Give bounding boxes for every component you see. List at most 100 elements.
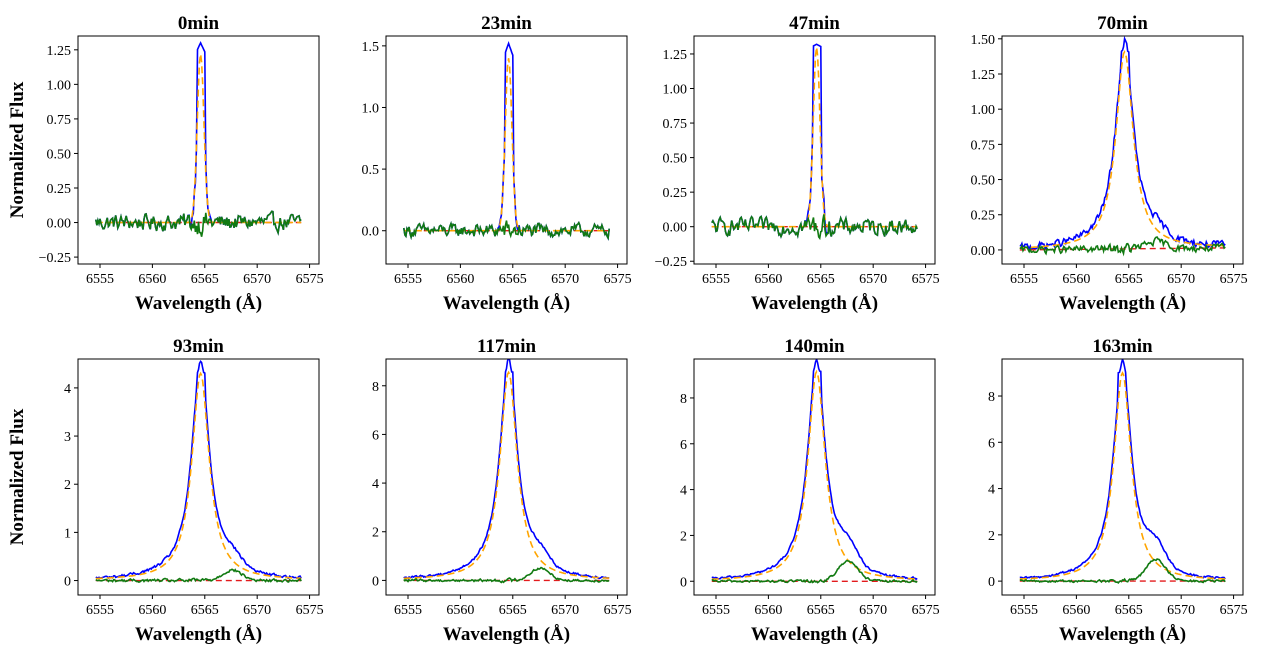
subplot-title: 117min [477, 336, 537, 357]
y-tick-label: 1 [64, 526, 71, 541]
x-tick-label: 6555 [394, 272, 422, 287]
y-tick-label: 8 [372, 380, 379, 395]
plot-area [1019, 36, 1226, 257]
model-fit-line [711, 46, 918, 228]
x-tick-label: 6570 [243, 272, 271, 287]
observed-spectrum-line [403, 359, 610, 580]
x-axis-label: Wavelength (Å) [1059, 293, 1186, 314]
x-tick-label: 6575 [912, 603, 940, 618]
x-tick-label: 6560 [754, 603, 782, 618]
plot-area [1019, 359, 1226, 585]
x-tick-label: 6555 [702, 272, 730, 287]
model-fit-line [403, 58, 610, 232]
x-tick-label: 6560 [446, 272, 474, 287]
x-axis-label: Wavelength (Å) [135, 293, 262, 314]
y-tick-label: 8 [988, 390, 995, 405]
subplot-70min: 70min Wavelength (Å) 6555 6560 6565 6570 6575 0… [971, 13, 1248, 314]
axes-frame [693, 35, 936, 265]
y-tick-label: 0.0 [362, 225, 380, 240]
y-tick-label: 2 [372, 526, 379, 541]
x-tick-label: 6570 [1167, 603, 1195, 618]
y-tick-label: 0.25 [663, 186, 688, 201]
y-tick-label: 1.50 [971, 33, 996, 48]
plot-area [403, 359, 610, 584]
subplot-93min: 93min Wavelength (Å) Normalized Flux 6555 65… [7, 336, 324, 645]
y-tick-label: 4 [64, 382, 71, 397]
x-axis-label: Wavelength (Å) [751, 293, 878, 314]
axes-frame [77, 358, 320, 596]
axes-frame [385, 35, 628, 265]
x-tick-label: 6565 [499, 603, 527, 618]
x-tick-label: 6565 [807, 272, 835, 287]
residual-line [95, 568, 302, 583]
model-fit-line [1019, 50, 1226, 249]
x-tick-label: 6570 [551, 272, 579, 287]
y-tick-label: 4 [372, 477, 379, 492]
y-tick-label: 6 [680, 438, 687, 453]
subplot-title: 140min [784, 336, 845, 357]
observed-spectrum-line [711, 359, 918, 581]
axes-frame [693, 358, 936, 596]
axes-frame [77, 35, 320, 265]
y-axis-label: Normalized Flux [7, 81, 28, 218]
x-tick-label: 6565 [191, 603, 219, 618]
model-fit-line [711, 369, 918, 580]
y-tick-label: 0.75 [47, 113, 72, 128]
plot-area [403, 40, 610, 241]
model-fit-line [1019, 371, 1226, 580]
residual-line [711, 559, 918, 584]
plot-area [95, 41, 302, 237]
y-tick-label: 0.00 [663, 221, 688, 236]
y-tick-label: 0.00 [971, 244, 996, 259]
subplot-title: 70min [1097, 13, 1148, 34]
y-tick-label: 1.00 [971, 103, 996, 118]
residual-line [1019, 236, 1226, 257]
x-tick-label: 6565 [807, 603, 835, 618]
y-tick-label: 8 [680, 392, 687, 407]
y-tick-label: 1.00 [663, 83, 688, 98]
x-tick-label: 6555 [86, 603, 114, 618]
x-tick-label: 6560 [754, 272, 782, 287]
y-tick-label: 1.0 [362, 101, 380, 116]
axes-frame [385, 358, 628, 596]
subplot-title: 163min [1092, 336, 1153, 357]
residual-line [1019, 558, 1226, 585]
y-tick-label: 0.50 [663, 152, 688, 167]
x-tick-label: 6575 [912, 272, 940, 287]
axes-frame [1001, 358, 1244, 596]
model-fit-line [95, 53, 302, 224]
x-tick-label: 6575 [1220, 603, 1248, 618]
subplot-title: 0min [178, 13, 220, 34]
y-tick-label: 0.50 [971, 174, 996, 189]
x-axis-label: Wavelength (Å) [135, 624, 262, 645]
x-tick-label: 6570 [859, 272, 887, 287]
y-tick-label: 0.50 [47, 147, 72, 162]
x-tick-label: 6575 [604, 272, 632, 287]
subplot-140min: 140min Wavelength (Å) 6555 6560 6565 6570 6575… [680, 336, 940, 645]
x-tick-label: 6555 [1010, 272, 1038, 287]
residual-line [711, 214, 918, 241]
y-tick-label: 2 [680, 529, 687, 544]
observed-spectrum-line [1019, 36, 1226, 252]
y-tick-label: 1.25 [971, 68, 996, 83]
x-axis-label: Wavelength (Å) [443, 624, 570, 645]
x-tick-label: 6555 [86, 272, 114, 287]
x-axis-label: Wavelength (Å) [1059, 624, 1186, 645]
plot-area [95, 360, 302, 583]
x-tick-label: 6555 [394, 603, 422, 618]
x-tick-label: 6555 [1010, 603, 1038, 618]
y-tick-label: 2 [64, 478, 71, 493]
x-tick-label: 6570 [859, 603, 887, 618]
y-axis-label: Normalized Flux [7, 408, 28, 545]
y-tick-label: 1.25 [663, 48, 688, 63]
y-tick-label: 0.25 [47, 182, 72, 197]
y-tick-label: 2 [988, 529, 995, 544]
y-tick-label: 0 [988, 575, 995, 590]
x-tick-label: 6575 [604, 603, 632, 618]
plot-area [711, 43, 918, 241]
y-tick-label: 1.00 [47, 78, 72, 93]
y-tick-label: 0.00 [47, 217, 72, 232]
x-tick-label: 6565 [191, 272, 219, 287]
residual-line [403, 566, 610, 584]
